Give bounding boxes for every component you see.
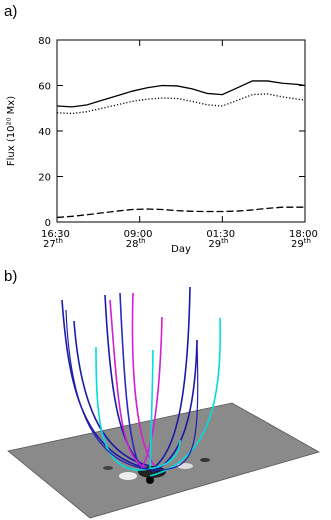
- y-tick-label: 80: [38, 36, 51, 47]
- data-line: [56, 80, 306, 108]
- magnetogram-plane: [7, 402, 321, 519]
- x-axis-label: Day: [171, 244, 191, 255]
- y-tick-label: 0: [45, 218, 51, 229]
- panel-label: a): [4, 3, 17, 20]
- y-tick-label: 20: [38, 173, 51, 184]
- y-axis-label: Flux (10²⁰ Mx): [6, 96, 17, 166]
- data-line: [56, 206, 305, 219]
- plot-frame: [56, 39, 306, 223]
- x-tick-label: 01:30 29th: [206, 229, 238, 250]
- x-tick-label: 16:30 27th: [41, 229, 73, 250]
- y-tick-label: 40: [38, 127, 51, 138]
- x-tick-label: 09:00 28th: [124, 229, 156, 250]
- y-tick-label: 60: [38, 82, 51, 93]
- field-line-render: [7, 286, 321, 519]
- field-lines: [61, 286, 222, 477]
- panel-label: b): [4, 268, 17, 285]
- x-tick-label: 18:00 29th: [289, 229, 321, 250]
- data-line: [56, 93, 306, 115]
